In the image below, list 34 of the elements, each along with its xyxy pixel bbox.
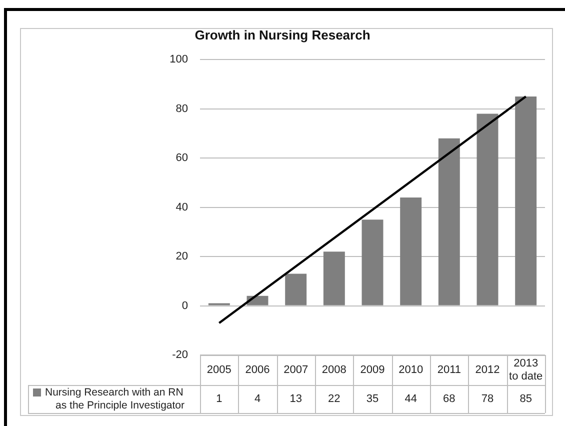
data-label: 35 (366, 393, 379, 406)
bar (515, 96, 537, 306)
x-tick-label: 2007 (284, 364, 308, 376)
chart-title: Growth in Nursing Research (194, 27, 370, 42)
bar (438, 138, 460, 306)
x-tick-label: 2008 (322, 364, 346, 376)
x-tick-label: 2013 to date (509, 358, 543, 383)
data-label: 13 (290, 393, 302, 406)
x-tick-label: 2006 (245, 364, 270, 376)
bar (285, 274, 307, 306)
bar (362, 220, 384, 306)
bar (323, 252, 345, 306)
bar (476, 114, 498, 306)
y-tick-label: 60 (176, 152, 188, 164)
data-label: 4 (254, 393, 261, 406)
data-label: 1 (216, 393, 222, 406)
data-label: 68 (443, 393, 456, 406)
data-label: 44 (404, 393, 417, 406)
x-tick-label: 2009 (360, 364, 385, 376)
y-tick-label: 80 (176, 102, 188, 115)
data-label: 85 (520, 393, 532, 406)
legend-label: Nursing Research with an RN as the Principle Investigator (45, 386, 185, 412)
x-tick-label: 2012 (475, 364, 500, 376)
y-tick-label: -20 (172, 349, 188, 362)
data-label: 78 (481, 393, 494, 406)
y-tick-label: 40 (176, 201, 188, 214)
data-label: 22 (328, 393, 340, 406)
x-tick-label: 2011 (437, 364, 461, 376)
y-tick-label: 20 (176, 250, 188, 263)
y-tick-label: 0 (182, 300, 188, 312)
x-tick-label: 2005 (206, 364, 232, 376)
bar (400, 197, 422, 306)
x-tick-label: 2010 (398, 364, 424, 376)
y-tick-label: 100 (170, 54, 188, 66)
